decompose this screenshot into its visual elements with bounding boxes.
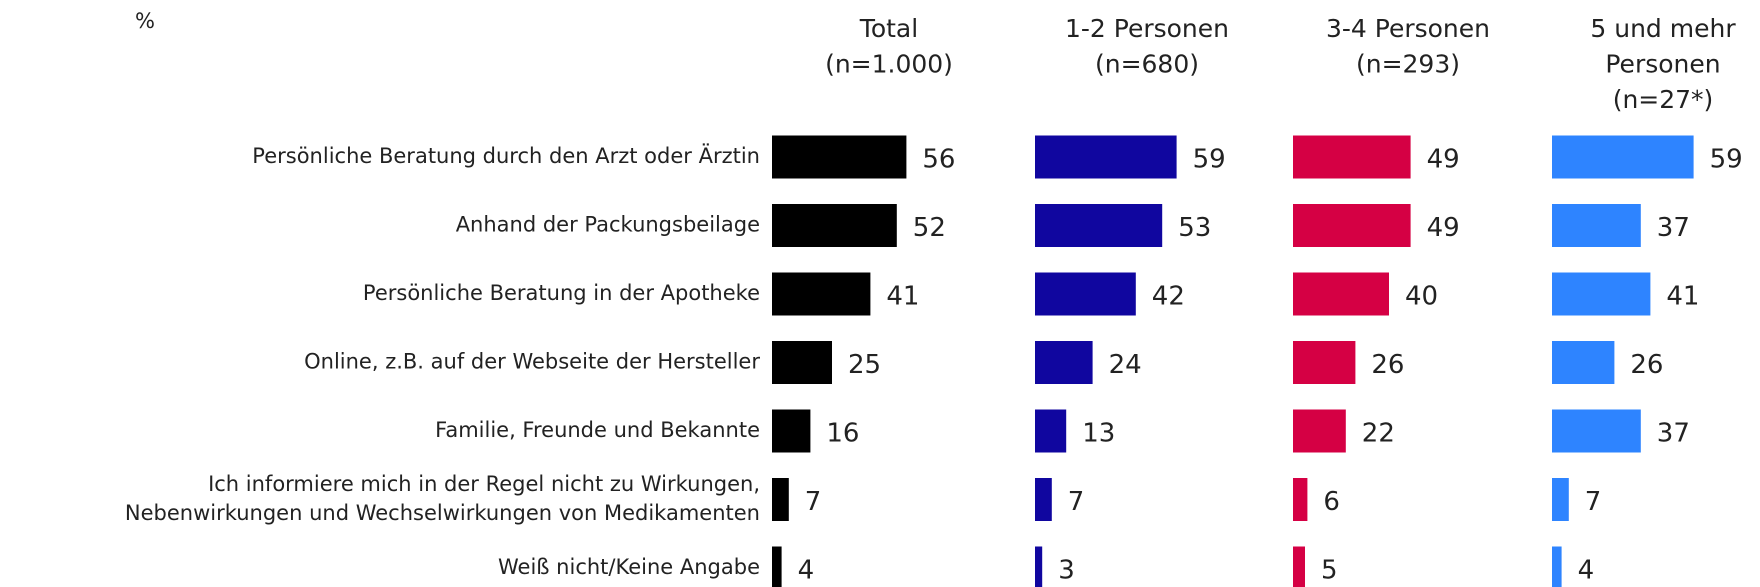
series-header: Total (n=1.000) xyxy=(825,14,953,79)
value-label: 59 xyxy=(1710,145,1743,175)
bar xyxy=(772,546,782,587)
value-label: 4 xyxy=(1578,556,1595,586)
bar xyxy=(1552,409,1641,453)
value-label: 24 xyxy=(1109,350,1142,380)
bar xyxy=(1035,409,1067,453)
value-label: 4 xyxy=(798,556,815,586)
bar xyxy=(1293,478,1308,521)
bar xyxy=(1552,341,1615,384)
bar xyxy=(1035,341,1093,384)
value-label: 7 xyxy=(1585,487,1602,517)
value-label: 26 xyxy=(1371,350,1404,380)
value-label: 53 xyxy=(1178,213,1211,243)
bar xyxy=(772,478,789,521)
bar xyxy=(1293,341,1356,384)
value-label: 5 xyxy=(1321,556,1338,586)
bar xyxy=(1293,546,1305,587)
bar xyxy=(1552,272,1651,316)
category-label: Weiß nicht/Keine Angabe xyxy=(498,555,760,579)
bar xyxy=(772,204,897,247)
value-label: 42 xyxy=(1152,282,1185,312)
bar xyxy=(1293,135,1411,179)
value-label: 25 xyxy=(848,350,881,380)
value-label: 56 xyxy=(922,145,955,175)
bar xyxy=(772,409,811,453)
value-label: 16 xyxy=(826,419,859,449)
bar xyxy=(1552,204,1641,247)
category-label: Online, z.B. auf der Webseite der Herste… xyxy=(304,350,760,374)
value-label: 49 xyxy=(1427,213,1460,243)
value-label: 3 xyxy=(1058,556,1075,586)
category-label: Anhand der Packungsbeilage xyxy=(456,213,760,237)
bar xyxy=(1552,546,1562,587)
category-label: Familie, Freunde und Bekannte xyxy=(435,418,760,442)
series-header: 1-2 Personen (n=680) xyxy=(1065,14,1229,79)
bar xyxy=(1035,204,1163,247)
value-label: 37 xyxy=(1657,419,1690,449)
bar xyxy=(1552,135,1694,179)
value-label: 52 xyxy=(913,213,946,243)
bar xyxy=(772,272,871,316)
bar xyxy=(1035,478,1052,521)
value-label: 59 xyxy=(1193,145,1226,175)
bar xyxy=(1035,135,1177,179)
bar xyxy=(1293,409,1346,453)
value-label: 6 xyxy=(1323,487,1340,517)
bar xyxy=(1035,272,1136,316)
value-label: 7 xyxy=(805,487,822,517)
unit-label: % xyxy=(135,9,155,33)
series-header: 5 und mehr Personen (n=27*) xyxy=(1590,14,1736,114)
bar xyxy=(1552,478,1569,521)
category-label: Persönliche Beratung durch den Arzt oder… xyxy=(252,143,760,168)
value-label: 26 xyxy=(1630,350,1663,380)
bar xyxy=(1293,204,1411,247)
category-label: Ich informiere mich in der Regel nicht z… xyxy=(125,472,760,525)
value-label: 22 xyxy=(1362,419,1395,449)
series-header: 3-4 Personen (n=293) xyxy=(1326,14,1490,79)
value-label: 37 xyxy=(1657,213,1690,243)
value-label: 41 xyxy=(1666,282,1699,312)
value-label: 40 xyxy=(1405,282,1438,312)
value-label: 13 xyxy=(1082,419,1115,449)
value-label: 7 xyxy=(1068,487,1085,517)
value-label: 49 xyxy=(1427,145,1460,175)
bar xyxy=(772,135,907,179)
bar xyxy=(772,341,832,384)
bar xyxy=(1035,546,1043,587)
bar xyxy=(1293,272,1389,316)
category-label: Persönliche Beratung in der Apotheke xyxy=(363,281,760,305)
value-label: 41 xyxy=(886,282,919,312)
